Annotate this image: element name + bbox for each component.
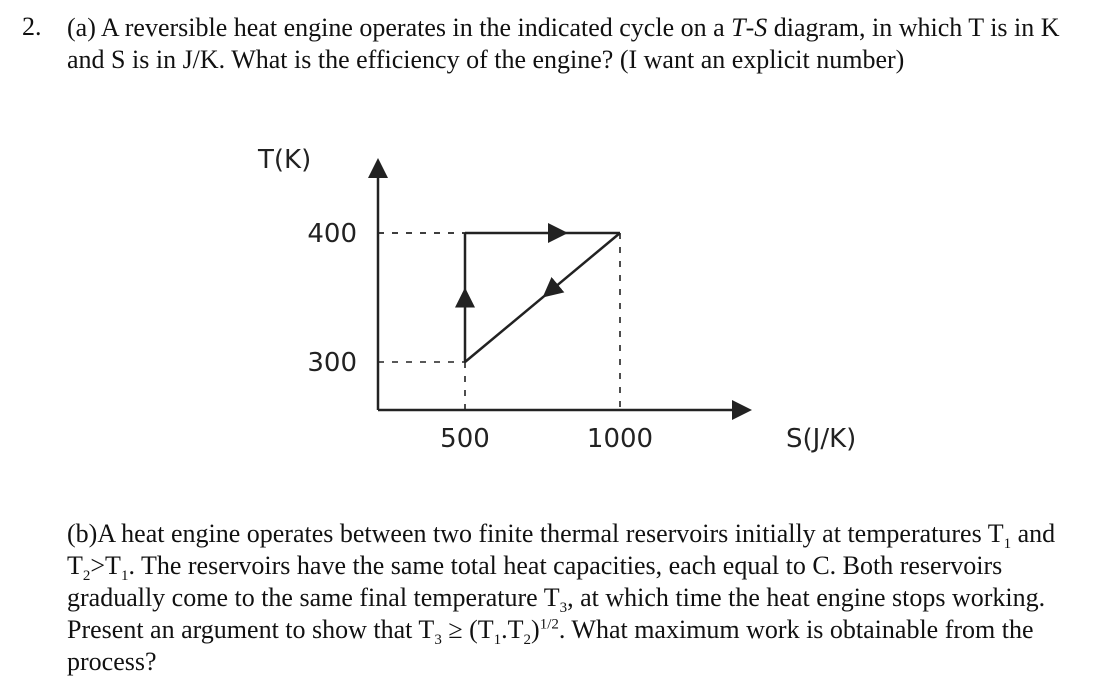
problem-number: 2. (22, 12, 42, 41)
part-b-text: (b)A heat engine operates between two fi… (67, 519, 1056, 676)
part-a-text: (a) A reversible heat engine operates in… (67, 13, 1060, 74)
cycle-segment-3-a (542, 232, 621, 298)
x-tick-label-500: 500 (440, 424, 490, 454)
x-axis-label: S(J/K) (786, 424, 856, 454)
x-tick-label-1000: 1000 (587, 424, 653, 454)
y-tick-label-300: 300 (307, 348, 357, 378)
y-axis-label: T(K) (257, 145, 311, 175)
cycle-segment-3-b (464, 290, 552, 363)
y-tick-label-400: 400 (307, 219, 357, 249)
